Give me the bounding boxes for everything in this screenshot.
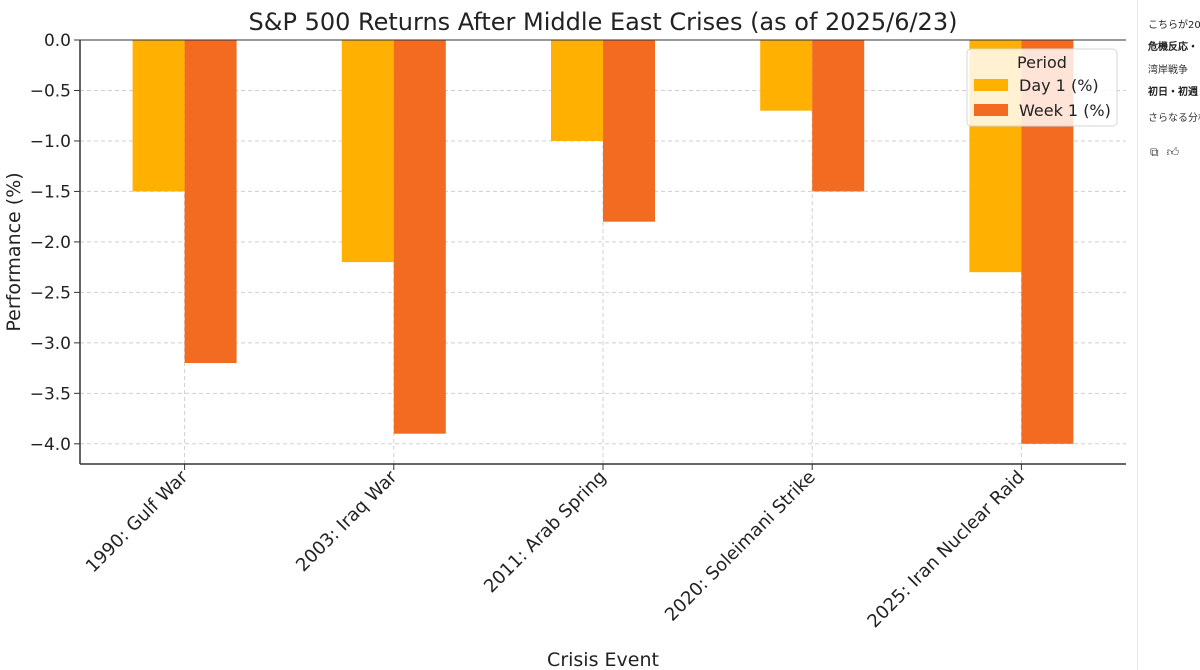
- y-tick-label: −0.5: [30, 81, 71, 101]
- x-tick-label: 2011: Arab Spring: [480, 467, 611, 598]
- y-tick-label: −1.0: [30, 132, 71, 152]
- side-line-1: こちらが202: [1148, 20, 1200, 31]
- bar-week1: [603, 40, 655, 222]
- axes: [74, 39, 1126, 470]
- bar-week1: [184, 40, 237, 364]
- side-line-3: 湾岸戦争: [1148, 65, 1188, 76]
- x-tick-label: 1990: Gulf War: [82, 466, 193, 577]
- bar-day1: [551, 40, 603, 141]
- bar-day1: [760, 40, 813, 111]
- y-tick-label: −2.5: [30, 283, 71, 303]
- bar-day1: [132, 40, 185, 192]
- x-tick-label: 2020: Soleimani Strike: [661, 467, 820, 626]
- legend-swatch: [974, 79, 1008, 91]
- y-tick-label: −3.0: [30, 334, 71, 354]
- y-tick-label: 0.0: [44, 31, 71, 51]
- copy-icon[interactable]: ⧉: [1150, 145, 1159, 159]
- bars: [132, 40, 1074, 444]
- bar-day1: [341, 40, 394, 263]
- y-axis-title: Performance (%): [3, 172, 25, 331]
- y-tick-label: −3.5: [30, 384, 71, 404]
- side-line-4: 初日・初週: [1148, 87, 1198, 98]
- bar-week1: [393, 40, 446, 434]
- legend-title: Period: [1017, 53, 1067, 72]
- thumbs-up-icon[interactable]: 👍︎: [1166, 145, 1180, 159]
- y-tick-label: −2.0: [30, 233, 71, 253]
- side-action-icons: ⧉ 👍︎: [1150, 145, 1179, 160]
- legend-swatch: [974, 104, 1008, 116]
- legend-label: Day 1 (%): [1019, 76, 1099, 95]
- legend-label: Week 1 (%): [1019, 101, 1111, 120]
- legend: Period Day 1 (%) Week 1 (%): [966, 48, 1118, 127]
- x-tick-label: 2003: Iraq War: [292, 466, 402, 576]
- side-line-2: 危機反応・: [1148, 42, 1198, 53]
- y-tick-label: −4.0: [30, 435, 71, 455]
- side-line-5: さらなる分析: [1148, 113, 1200, 124]
- chart-title: S&P 500 Returns After Middle East Crises…: [249, 8, 958, 36]
- x-tick-label: 2025: Iran Nuclear Raid: [863, 467, 1028, 632]
- x-axis-title: Crisis Event: [547, 649, 659, 670]
- chart-area: 0.0 −0.5 −1.0 −1.5 −2.0 −2.5 −3.0 −3.5 −4.0 1990:…: [3, 8, 1126, 670]
- bar-chart: 0.0 −0.5 −1.0 −1.5 −2.0 −2.5 −3.0 −3.5 −4.0 1990:…: [3, 8, 1126, 670]
- bar-week1: [812, 40, 865, 192]
- side-chat-panel: こちらが202 危機反応・ 湾岸戦争 初日・初週 さらなる分析 ⧉ 👍︎: [1137, 0, 1200, 670]
- y-tick-label: −1.5: [30, 182, 71, 202]
